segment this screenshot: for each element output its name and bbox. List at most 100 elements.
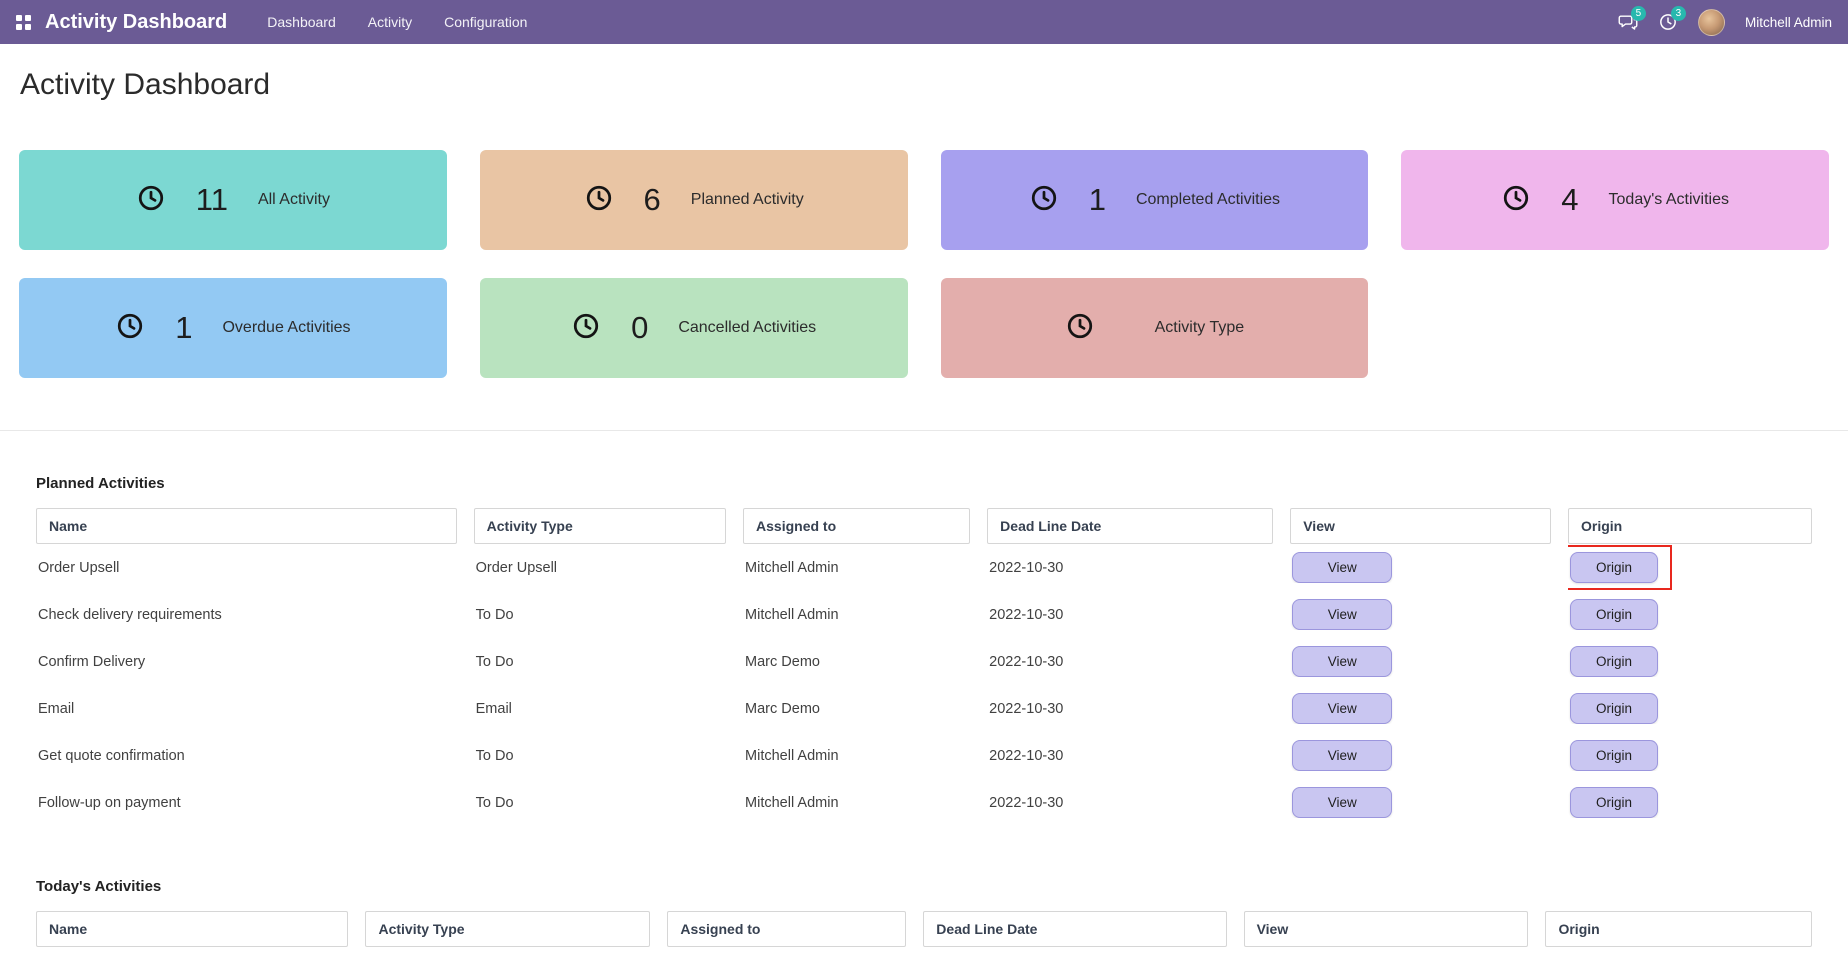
column-header-deadline: Dead Line Date (923, 911, 1227, 947)
clock-icon (115, 311, 145, 346)
user-avatar[interactable] (1697, 8, 1725, 36)
cell-name: Order Upsell (38, 559, 120, 576)
column-header-deadline: Dead Line Date (987, 508, 1274, 544)
stat-value: 1 (175, 310, 193, 345)
stat-label: Completed Activities (1135, 191, 1281, 208)
cell-assigned-to: Marc Demo (745, 653, 820, 670)
messages-icon[interactable]: 5 (1618, 6, 1646, 32)
annotation-highlight-box: Origin (1568, 545, 1673, 590)
origin-button[interactable]: Origin (1570, 599, 1659, 630)
clock-icon (1029, 183, 1059, 218)
cell-activity-type: Email (475, 700, 512, 717)
app-title: Activity Dashboard (45, 10, 228, 33)
stat-card-all-activity[interactable]: 11 All Activity (19, 150, 447, 250)
stat-label: Activity Type (1154, 319, 1245, 336)
cell-activity-type: Order Upsell (475, 559, 558, 576)
table-header-row: Name Activity Type Assigned to Dead Line… (36, 508, 1812, 544)
column-header-name: Name (36, 911, 349, 947)
cell-deadline: 2022-10-30 (989, 700, 1064, 717)
cell-assigned-to: Marc Demo (745, 700, 820, 717)
section-title-planned: Planned Activities (36, 475, 165, 492)
table-row: Check delivery requirements To Do Mitche… (36, 591, 1812, 638)
origin-button[interactable]: Origin (1570, 740, 1659, 771)
column-header-assigned-to: Assigned to (743, 508, 971, 544)
table-row: Follow-up on payment To Do Mitchell Admi… (36, 779, 1812, 826)
stat-label: Overdue Activities (222, 319, 351, 336)
stat-value: 11 (195, 182, 228, 217)
origin-button[interactable]: Origin (1570, 552, 1659, 583)
cell-assigned-to: Mitchell Admin (745, 559, 839, 576)
nav-item-activity[interactable]: Activity (367, 14, 413, 30)
messages-badge: 5 (1630, 6, 1646, 21)
stat-card-cancelled-activities[interactable]: 0 Cancelled Activities (479, 278, 908, 378)
nav-item-configuration[interactable]: Configuration (444, 14, 528, 30)
column-header-view: View (1243, 911, 1529, 947)
cell-assigned-to: Mitchell Admin (745, 794, 839, 811)
nav-item-dashboard[interactable]: Dashboard (267, 14, 336, 30)
cell-deadline: 2022-10-30 (989, 794, 1064, 811)
cell-name: Get quote confirmation (38, 747, 185, 764)
activities-icon[interactable]: 3 (1658, 6, 1686, 32)
stat-label: Today's Activities (1608, 191, 1729, 208)
view-button[interactable]: View (1292, 646, 1393, 677)
stat-label: Planned Activity (690, 191, 804, 208)
todays-activities-section: Today's Activities Name Activity Type As… (36, 878, 1812, 947)
cell-activity-type: To Do (475, 747, 514, 764)
user-name[interactable]: Mitchell Admin (1744, 14, 1832, 30)
view-button[interactable]: View (1292, 552, 1393, 583)
cell-deadline: 2022-10-30 (989, 747, 1064, 764)
cell-deadline: 2022-10-30 (989, 559, 1064, 576)
clock-icon (136, 183, 166, 218)
table-row: Confirm Delivery To Do Marc Demo 2022-10… (36, 638, 1812, 685)
stat-value: 6 (643, 182, 661, 217)
origin-button[interactable]: Origin (1570, 646, 1659, 677)
stat-value: 0 (631, 310, 649, 345)
cell-name: Confirm Delivery (38, 653, 146, 670)
clock-icon (1501, 183, 1531, 218)
stat-card-planned-activity[interactable]: 6 Planned Activity (479, 150, 908, 250)
stat-label: All Activity (257, 191, 330, 208)
cell-activity-type: To Do (475, 653, 514, 670)
column-header-activity-type: Activity Type (365, 911, 651, 947)
stat-value: 4 (1561, 182, 1579, 217)
stat-card-overdue-activities[interactable]: 1 Overdue Activities (19, 278, 447, 378)
stat-label: Cancelled Activities (678, 319, 817, 336)
section-title-todays: Today's Activities (36, 878, 162, 895)
column-header-origin: Origin (1545, 911, 1812, 947)
stat-cards: 11 All Activity 6 Planned Activity 1 Com… (19, 150, 1829, 378)
stat-card-completed-activities[interactable]: 1 Completed Activities (940, 150, 1369, 250)
apps-grid-icon[interactable] (16, 14, 31, 30)
column-header-origin: Origin (1568, 508, 1812, 544)
stat-card-todays-activities[interactable]: 4 Today's Activities (1401, 150, 1829, 250)
clock-icon (571, 311, 601, 346)
table-row: Email Email Marc Demo 2022-10-30 View Or… (36, 685, 1812, 732)
divider (0, 430, 1848, 431)
stat-card-activity-type[interactable]: Activity Type (940, 278, 1369, 378)
table-row: Get quote confirmation To Do Mitchell Ad… (36, 732, 1812, 779)
table-header-row: Name Activity Type Assigned to Dead Line… (36, 911, 1812, 947)
cell-deadline: 2022-10-30 (989, 606, 1064, 623)
origin-button[interactable]: Origin (1570, 787, 1659, 818)
column-header-name: Name (36, 508, 457, 544)
cell-assigned-to: Mitchell Admin (745, 747, 839, 764)
cell-activity-type: To Do (475, 794, 514, 811)
column-header-activity-type: Activity Type (473, 508, 727, 544)
cell-deadline: 2022-10-30 (989, 653, 1064, 670)
cell-name: Check delivery requirements (38, 606, 222, 623)
clock-icon (584, 183, 614, 218)
cell-activity-type: To Do (475, 606, 514, 623)
column-header-assigned-to: Assigned to (667, 911, 907, 947)
column-header-view: View (1290, 508, 1552, 544)
table-row: Order Upsell Order Upsell Mitchell Admin… (36, 544, 1812, 591)
cell-name: Email (38, 700, 75, 717)
view-button[interactable]: View (1292, 787, 1393, 818)
activities-badge: 3 (1670, 6, 1686, 21)
view-button[interactable]: View (1292, 740, 1393, 771)
view-button[interactable]: View (1292, 599, 1393, 630)
stat-value: 1 (1088, 182, 1106, 217)
cell-assigned-to: Mitchell Admin (745, 606, 839, 623)
planned-activities-section: Planned Activities Name Activity Type As… (36, 475, 1812, 826)
view-button[interactable]: View (1292, 693, 1393, 724)
top-navbar: Activity Dashboard Dashboard Activity Co… (0, 0, 1848, 44)
origin-button[interactable]: Origin (1570, 693, 1659, 724)
